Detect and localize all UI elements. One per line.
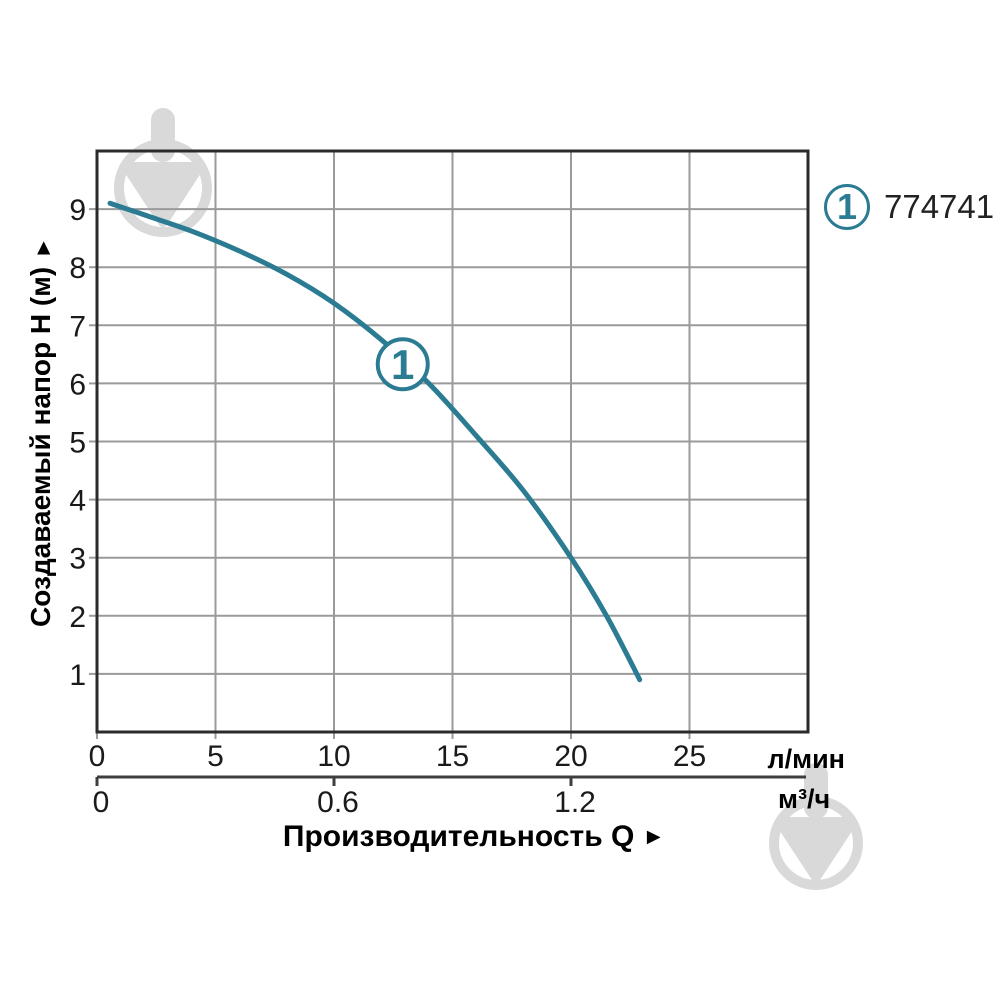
legend-series-label: 774741 [884, 188, 995, 225]
x-tick-label: 25 [673, 740, 706, 773]
y-tick-label: 2 [69, 601, 86, 634]
y-axis-arrow-icon: ► [30, 237, 55, 259]
y-tick-label: 5 [69, 427, 86, 460]
plot-border [95, 149, 810, 734]
x-secondary-tick-label: 1.2 [554, 786, 596, 819]
x-tick-label: 10 [317, 740, 350, 773]
y-axis-title-text: Создаваемый напор H (м) [25, 266, 56, 627]
y-tick-label: 8 [69, 252, 86, 285]
y-tick-label: 4 [69, 485, 86, 518]
legend: 1 774741 [824, 184, 994, 230]
legend-series-symbol: 1 [824, 184, 870, 230]
x-tick-label: 15 [436, 740, 469, 773]
curve-marker-label: 1 [391, 341, 414, 388]
x-tick-label: 5 [207, 740, 224, 773]
watermark-down-arrow-logo-stem [151, 108, 175, 162]
y-axis-title: Создаваемый напор H (м) ► [25, 232, 56, 632]
y-tick-label: 7 [69, 310, 86, 343]
watermark-down-arrow-logo-ring [114, 139, 212, 237]
y-tick-label: 3 [69, 543, 86, 576]
x-tick-label: 20 [554, 740, 587, 773]
curve-marker-circle [375, 337, 430, 392]
x-axis-title: Производительность Q ► [74, 820, 874, 854]
x-axis-arrow-icon: ► [642, 823, 666, 849]
x-secondary-tick-label: 0.6 [317, 786, 359, 819]
y-tick-label: 1 [69, 659, 86, 692]
x-axis-secondary-unit: м³/ч [778, 784, 831, 814]
x-tick-label: 0 [89, 740, 106, 773]
x-axis-title-text: Производительность Q [282, 820, 635, 853]
watermark-down-arrow-logo-ring [769, 796, 863, 890]
x-secondary-tick-label: 0 [93, 786, 110, 819]
x-axis-primary-unit: л/мин [767, 744, 845, 774]
y-tick-label: 6 [69, 368, 86, 401]
y-tick-label: 9 [69, 194, 86, 227]
watermark-down-arrow-logo-triangle [122, 162, 204, 227]
watermark-down-arrow-logo-triangle [775, 817, 857, 882]
